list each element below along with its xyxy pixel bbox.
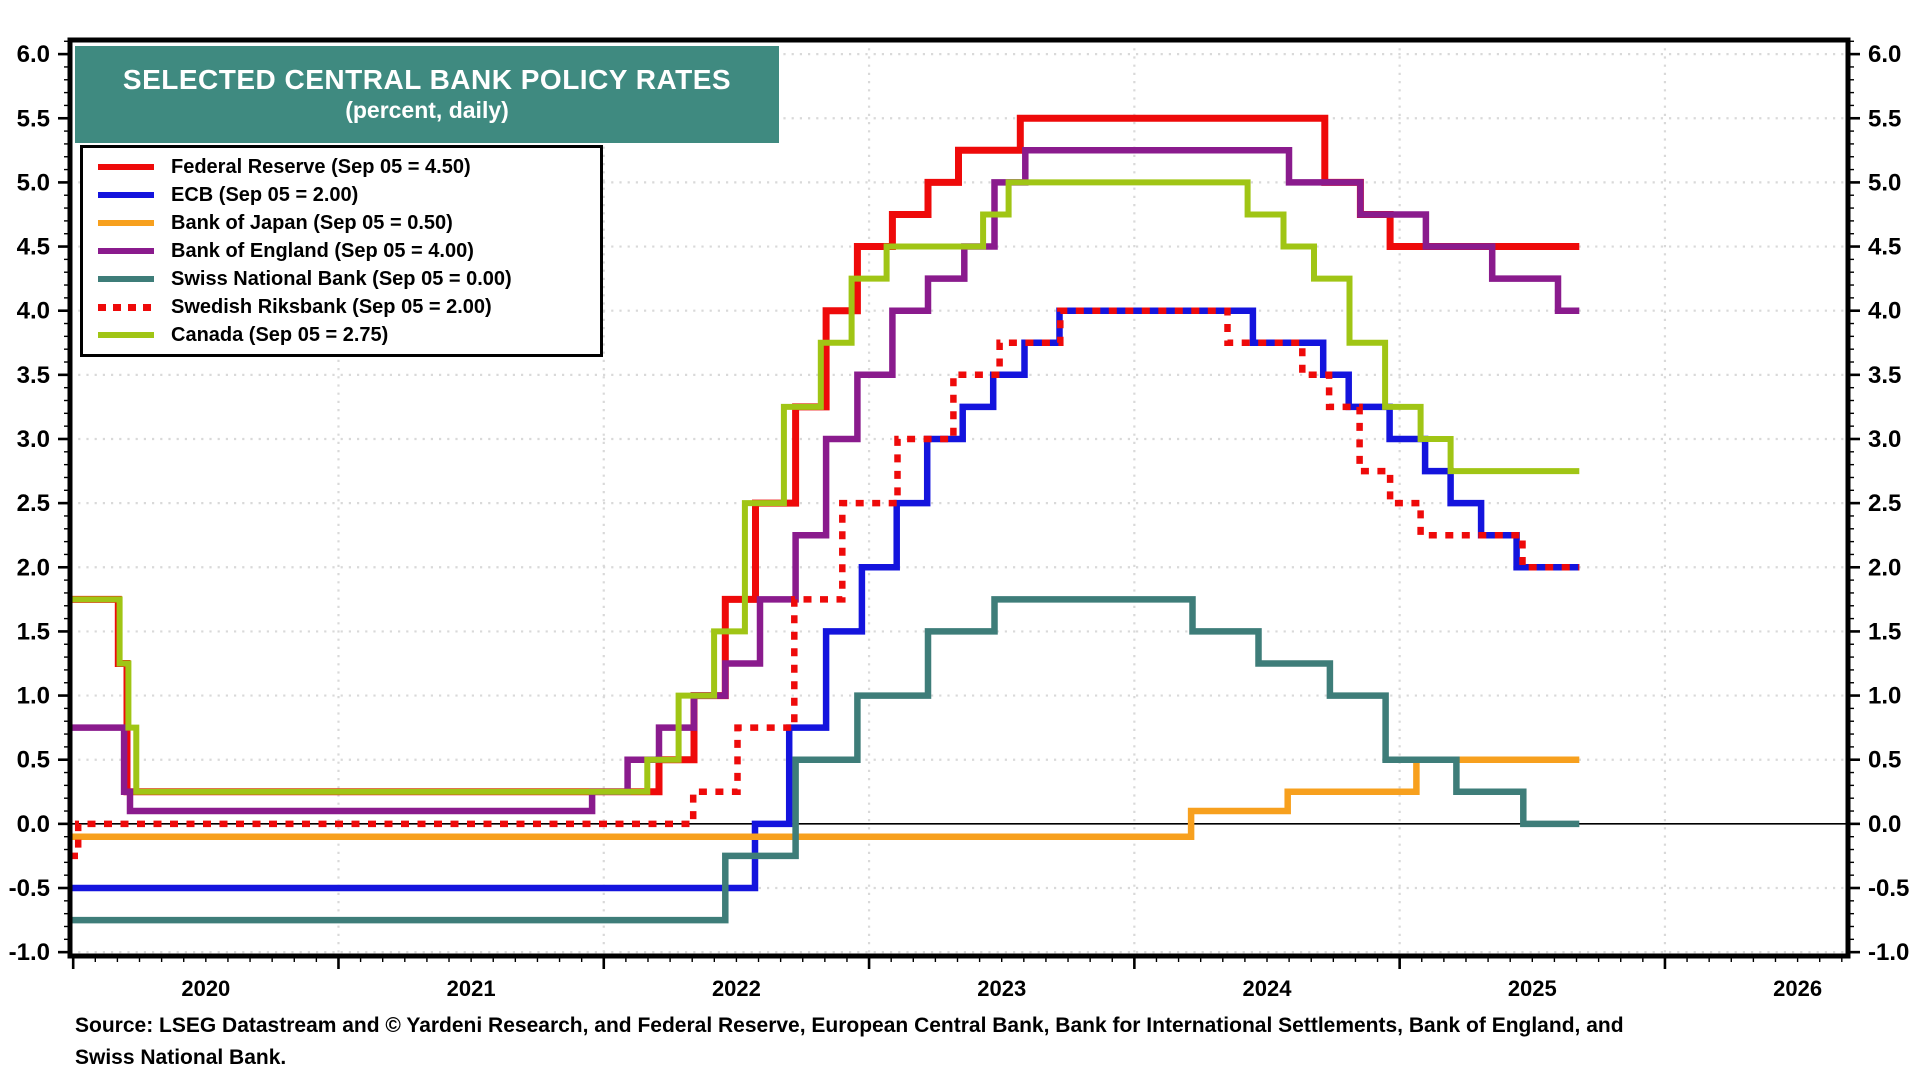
series-canada [70,179,1580,795]
chart-title-banner: SELECTED CENTRAL BANK POLICY RATES (perc… [75,46,779,143]
series-bank-of-japan [70,756,1580,840]
series-swiss-national-bank [70,596,1580,924]
y-axis-label-left: 4.5 [17,234,50,261]
legend-swatch-line [98,248,154,254]
legend-swatch-line [98,332,154,338]
legend-item-6: Swedish Riksbank (Sep 05 = 2.00) [83,294,600,320]
legend-swatch-dotted-line [98,303,154,311]
y-axis-label-left: 2.0 [17,554,50,581]
x-axis-label: 2025 [1508,976,1557,1001]
y-axis-label-left: 4.0 [17,298,50,325]
plot-frame [67,37,1851,959]
source-line-1: Source: LSEG Datastream and © Yardeni Re… [75,1014,1624,1037]
y-axis-label-left: 3.0 [17,426,50,453]
legend-item-1: Federal Reserve (Sep 05 = 4.50) [83,154,600,180]
legend-label: Swedish Riksbank (Sep 05 = 2.00) [171,295,492,318]
legend-label: Swiss National Bank (Sep 05 = 0.00) [171,267,512,290]
legend-label: Bank of Japan (Sep 05 = 0.50) [171,211,453,234]
series-bank-of-england [70,147,1580,815]
x-axis-label: 2020 [181,976,230,1001]
legend-item-3: Bank of Japan (Sep 05 = 0.50) [83,210,600,236]
y-axis-label-right: 1.5 [1868,618,1901,645]
y-axis-label-right: 0.0 [1868,811,1901,838]
legend-item-2: ECB (Sep 05 = 2.00) [83,182,600,208]
x-axis-label: 2023 [977,976,1026,1001]
series-swedish-riksbank [70,307,1580,860]
y-axis-label-left: 0.0 [17,811,50,838]
y-axis-label-right: -0.5 [1868,875,1909,902]
axis-labels: 6.0 6.0 5.5 5.5 5.0 5.0 4.5 4.5 4.0 4.0 3.5 3.5 3.0 3… [9,41,1910,1001]
y-axis-label-right: 0.5 [1868,747,1901,774]
y-axis-label-left: 1.0 [17,683,50,710]
series-group [70,114,1580,924]
y-axis-label-left: 5.0 [17,169,50,196]
legend-swatch-line [98,164,154,170]
x-axis-label: 2022 [712,976,761,1001]
y-axis-label-right: 4.0 [1868,298,1901,325]
y-axis-label-right: 3.5 [1868,362,1901,389]
y-axis-label-left: 5.5 [17,105,50,132]
y-axis-label-right: 3.0 [1868,426,1901,453]
axis-ticks [58,40,1860,969]
x-axis-label: 2021 [447,976,496,1001]
y-axis-label-right: 2.0 [1868,554,1901,581]
y-axis-label-left: 0.5 [17,747,50,774]
y-axis-label-left: 3.5 [17,362,50,389]
y-axis-label-right: 6.0 [1868,41,1901,68]
legend-box: Federal Reserve (Sep 05 = 4.50) ECB (Sep … [80,145,603,357]
y-axis-label-right: 2.5 [1868,490,1901,517]
x-axis-label: 2026 [1773,976,1822,1001]
legend-label: Federal Reserve (Sep 05 = 4.50) [171,155,471,178]
y-axis-label-right: 4.5 [1868,234,1901,261]
legend-item-4: Bank of England (Sep 05 = 4.00) [83,238,600,264]
chart-subtitle: (percent, daily) [345,97,509,124]
legend-swatch-line [98,220,154,226]
y-axis-label-left: -1.0 [9,939,50,966]
legend-label: ECB (Sep 05 = 2.00) [171,183,359,206]
x-axis-label: 2024 [1243,976,1293,1001]
y-axis-label-left: 6.0 [17,41,50,68]
y-axis-label-right: 5.5 [1868,105,1901,132]
y-axis-label-right: -1.0 [1868,939,1909,966]
y-axis-label-right: 5.0 [1868,169,1901,196]
chart-title: SELECTED CENTRAL BANK POLICY RATES [122,64,732,96]
source-line-2: Swiss National Bank. [75,1046,287,1069]
y-axis-label-left: 2.5 [17,490,50,517]
legend-swatch-line [98,192,154,198]
y-axis-label-left: -0.5 [9,875,50,902]
y-axis-label-right: 1.0 [1868,683,1901,710]
y-axis-label-left: 1.5 [17,618,50,645]
legend-item-5: Swiss National Bank (Sep 05 = 0.00) [83,266,600,292]
legend-label: Canada (Sep 05 = 2.75) [171,323,389,346]
series-federal-reserve [70,114,1580,796]
legend-swatch-line [98,276,154,282]
legend-label: Bank of England (Sep 05 = 4.00) [171,239,474,262]
legend-item-7: Canada (Sep 05 = 2.75) [83,322,600,348]
source-note: Source: LSEG Datastream and © Yardeni Re… [75,1010,1875,1074]
